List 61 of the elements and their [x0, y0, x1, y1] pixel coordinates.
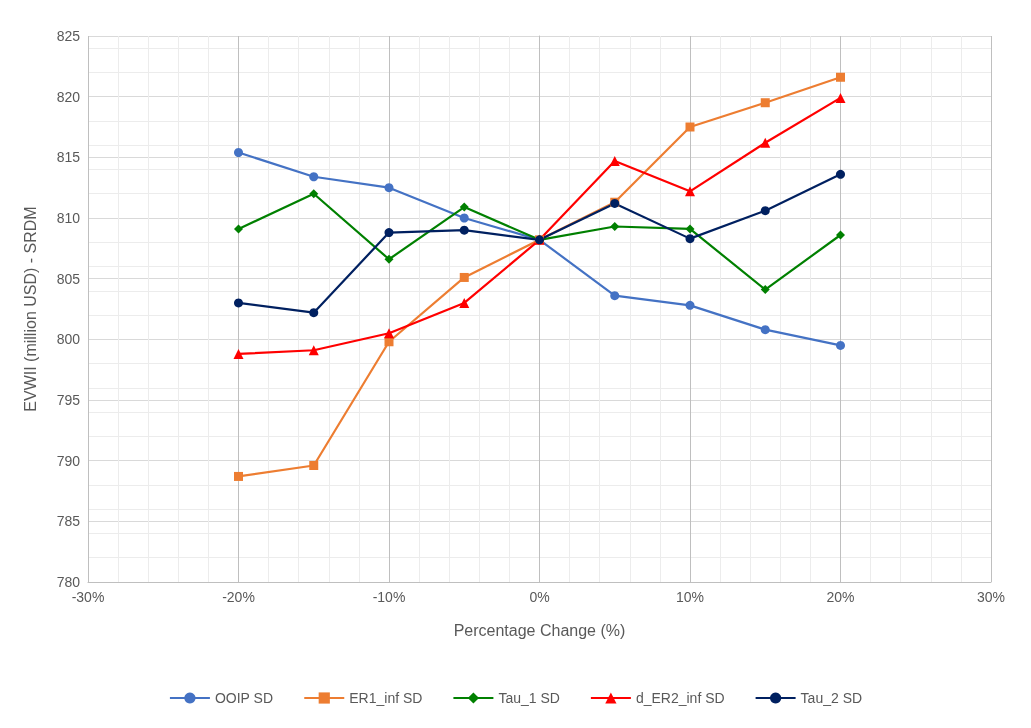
y-tick-label: 820 [56, 88, 81, 105]
x-tick-label: 10% [675, 589, 705, 605]
point [234, 224, 243, 234]
x-axis-title: Percentage Change (%) [453, 621, 626, 639]
point [610, 291, 620, 301]
point [233, 348, 244, 359]
y-tick-label: 780 [56, 574, 81, 590]
legend-label: ER1_inf SD [349, 690, 423, 706]
y-tick-label: 810 [56, 210, 81, 226]
point [685, 300, 695, 310]
point [234, 471, 243, 481]
point [309, 308, 319, 318]
point [384, 228, 394, 238]
point [685, 224, 695, 234]
legend-label: Tau_2 SD [800, 690, 863, 706]
point [459, 225, 469, 235]
y-tick-label: 825 [56, 28, 81, 44]
point [308, 345, 319, 356]
y-tick-label: 790 [56, 452, 81, 469]
y-tick-label: 805 [56, 270, 81, 287]
point [610, 221, 620, 231]
y-axis-title: EVWII (million USD) - SRDM [21, 206, 39, 412]
legend-label: Tau_1 SD [498, 690, 560, 706]
legend-label: OOIP SD [214, 690, 274, 706]
y-tick-label: 785 [56, 513, 81, 530]
point [384, 183, 394, 193]
x-tick-label: 20% [826, 589, 855, 605]
x-tick-label: -10% [372, 589, 406, 605]
point [459, 272, 469, 282]
legend-label: d_ER2_inf SD [635, 690, 725, 706]
point [836, 340, 845, 350]
point [835, 92, 846, 103]
x-tick-label: -30% [71, 589, 105, 605]
y-tick-label: 800 [56, 331, 81, 348]
x-tick-label: 30% [976, 589, 1006, 605]
point [309, 189, 319, 199]
point [685, 186, 695, 197]
point [836, 169, 845, 179]
point [609, 155, 620, 166]
x-tick-label: 0% [529, 589, 550, 605]
point [760, 137, 771, 148]
point [685, 122, 695, 132]
y-tick-label: 815 [56, 149, 81, 166]
point [384, 254, 394, 264]
point [234, 298, 243, 308]
point [234, 147, 243, 157]
point [384, 328, 394, 339]
point [459, 297, 470, 308]
point [309, 461, 319, 471]
point [459, 202, 469, 212]
point [760, 206, 770, 216]
y-tick-label: 795 [56, 392, 81, 408]
point [836, 230, 845, 240]
point [760, 98, 770, 108]
point [459, 213, 469, 223]
point [309, 172, 319, 182]
x-tick-label: -20% [222, 589, 255, 605]
point [760, 325, 770, 335]
point [836, 72, 845, 82]
point [685, 234, 695, 244]
point [760, 285, 770, 295]
